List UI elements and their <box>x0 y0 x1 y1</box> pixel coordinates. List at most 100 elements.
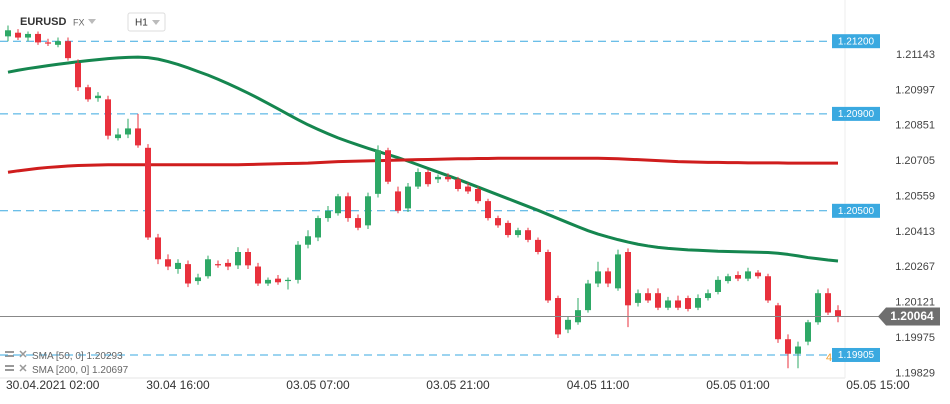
timeframe-box[interactable] <box>127 12 166 32</box>
candle-body <box>685 298 691 309</box>
legend-icons <box>5 350 27 372</box>
market: FX <box>73 17 85 27</box>
candle-body <box>265 279 271 284</box>
legend-name: SMA [50, 0] <box>32 351 86 362</box>
candle-body <box>225 262 231 267</box>
candle-body <box>25 33 31 38</box>
candle-body <box>715 279 721 292</box>
legend-icon[interactable] <box>5 369 14 371</box>
candle-body <box>515 230 521 236</box>
candle-body <box>115 134 121 139</box>
candle-body <box>835 310 841 317</box>
candle-body <box>5 30 11 37</box>
candle-body <box>65 41 71 59</box>
level-tag <box>832 347 880 362</box>
candle-body <box>435 176 441 180</box>
timeframe-dropdown[interactable] <box>152 20 160 25</box>
candle-body <box>315 218 321 238</box>
symbol-dropdown[interactable] <box>88 19 96 24</box>
symbol: EURUSD <box>20 16 67 28</box>
candle-body <box>635 293 641 303</box>
candle-body <box>235 252 241 266</box>
candle-body <box>345 196 351 219</box>
candle-body <box>745 271 751 279</box>
y-tick-label: 1.20121 <box>895 297 935 309</box>
candle-body <box>395 191 401 211</box>
candle-body <box>255 266 261 284</box>
candle-body <box>765 276 771 301</box>
candle-body <box>505 222 511 236</box>
x-tick-label: 05.05 01:00 <box>706 378 770 392</box>
x-tick-label: 30.04 16:00 <box>146 378 210 392</box>
candle-body <box>75 63 81 88</box>
candle-body <box>735 275 741 279</box>
y-tick-label: 1.20705 <box>895 155 935 167</box>
candle-body <box>525 230 531 240</box>
y-tick-label: 1.20559 <box>895 190 935 202</box>
level-tag <box>832 203 880 218</box>
candle-body <box>355 218 361 228</box>
current-price-label: 1.20064 <box>890 309 934 323</box>
candle-body <box>795 346 801 354</box>
candle-body <box>15 32 21 38</box>
candle-body <box>55 41 61 45</box>
legend-icon[interactable] <box>5 351 14 353</box>
candle-body <box>95 95 101 99</box>
candle-body <box>145 147 151 238</box>
candle-body <box>625 252 631 306</box>
candle-body <box>85 87 91 100</box>
candle-body <box>465 186 471 192</box>
candle-body <box>125 128 131 135</box>
legend-entry: SMA [50, 0] 1.20293 <box>32 351 123 362</box>
candle-body <box>655 293 661 308</box>
candle-body <box>35 33 41 43</box>
candle-body <box>105 99 111 136</box>
candle-body <box>595 271 601 284</box>
candle-body <box>45 42 51 44</box>
candle-body <box>285 279 291 282</box>
legend-name: SMA [200, 0] <box>32 365 92 376</box>
candle-body <box>455 179 461 189</box>
candle-body <box>645 293 651 301</box>
y-tick-label: 1.19975 <box>895 332 935 344</box>
x-tick-label: 03.05 21:00 <box>426 378 490 392</box>
legend-close[interactable] <box>19 364 27 372</box>
level-label: 1.19905 <box>838 350 875 361</box>
candle-body <box>585 283 591 311</box>
y-tick-label: 1.20997 <box>895 84 935 96</box>
candle-body <box>175 262 181 269</box>
level-label: 1.20500 <box>838 206 875 217</box>
y-tick-label: 1.21143 <box>896 49 935 61</box>
level-label: 1.21200 <box>838 36 875 47</box>
candle-body <box>545 252 551 301</box>
legend-icon[interactable] <box>5 365 14 367</box>
candle-body <box>375 150 381 194</box>
timeframe: H1 <box>135 18 148 29</box>
x-tick-label: 05.05 15:00 <box>846 378 910 392</box>
legend-icon[interactable] <box>5 355 14 357</box>
y-tick-label: 1.19829 <box>895 367 935 379</box>
legend-close[interactable] <box>19 350 27 358</box>
candle-body <box>205 259 211 277</box>
x-tick-label: 30.04.2021 02:00 <box>6 378 100 392</box>
y-tick-label: 1.20413 <box>895 226 935 238</box>
candle-body <box>475 189 481 202</box>
level-tag <box>832 34 880 49</box>
candle-body <box>805 322 811 342</box>
candle-body <box>215 264 221 266</box>
legend-value: 1.20293 <box>86 351 123 362</box>
legend-entry: SMA [200, 0] 1.20697 <box>32 365 129 376</box>
level-tag <box>832 106 880 121</box>
candle-body <box>495 218 501 226</box>
candle-body <box>675 300 681 308</box>
candle-body <box>365 196 371 226</box>
candle-body <box>785 339 791 354</box>
candle-body <box>275 278 281 283</box>
candle-body <box>245 252 251 266</box>
candle-body <box>335 196 341 214</box>
candle-body <box>665 300 671 308</box>
candle-body <box>445 176 451 180</box>
candle-body <box>755 272 761 277</box>
candle-body <box>695 298 701 308</box>
